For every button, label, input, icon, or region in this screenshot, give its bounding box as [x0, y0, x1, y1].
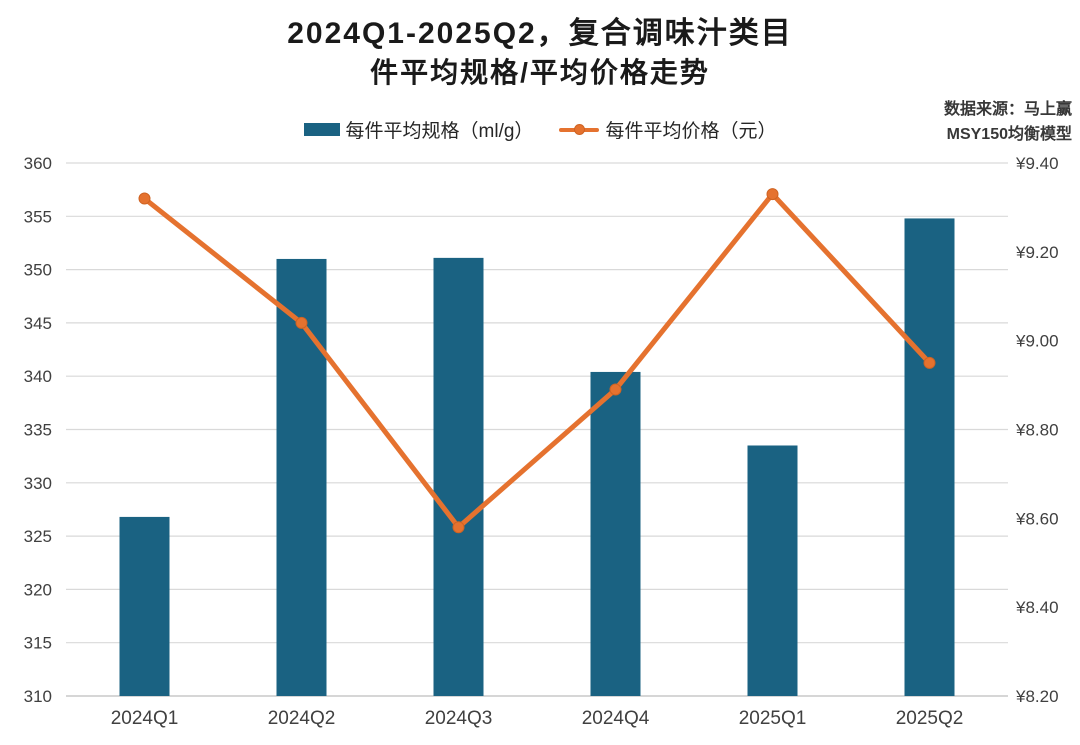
legend-item-price: 每件平均价格（元）: [559, 116, 776, 143]
left-axis-tick-label: 355: [24, 207, 52, 226]
price-marker-2024Q2: [295, 316, 308, 329]
right-axis-tick-label: ¥9.20: [1015, 243, 1059, 262]
legend-label-price: 每件平均价格（元）: [605, 121, 777, 142]
price-marker-2024Q1: [138, 192, 151, 205]
bar-2025Q1: [747, 445, 798, 696]
left-axis-tick-label: 350: [24, 261, 52, 280]
x-axis-label-2024Q3: 2024Q3: [425, 708, 493, 729]
legend-label-spec: 每件平均规格（ml/g）: [345, 121, 534, 142]
x-axis-label-2024Q1: 2024Q1: [111, 708, 179, 729]
price-marker-2024Q3: [452, 521, 465, 534]
data-source-line1: 数据来源：马上赢: [943, 101, 1072, 118]
price-line: [142, 191, 932, 530]
chart-legend: 每件平均规格（ml/g） 每件平均价格（元）: [0, 116, 1080, 143]
right-axis-tick-label: ¥8.60: [1015, 509, 1059, 528]
left-axis-tick-label: 325: [24, 527, 52, 546]
x-axis-label-2024Q4: 2024Q4: [582, 708, 650, 729]
bar-2025Q2: [904, 218, 955, 696]
data-source-line2: MSY150均衡模型: [946, 126, 1072, 143]
chart-title-line1: 2024Q1-2025Q2，复合调味汁类目: [287, 17, 793, 50]
chart-title-line2: 件平均规格/平均价格走势: [370, 57, 710, 88]
data-source-note: 数据来源：马上赢 MSY150均衡模型: [944, 97, 1072, 147]
left-axis-tick-label: 310: [24, 687, 52, 706]
bar-swatch-icon: [303, 123, 340, 136]
left-axis-tick-label: 335: [24, 421, 52, 440]
line-marker-swatch-icon: [559, 123, 600, 136]
left-axis-tick-label: 360: [24, 154, 52, 173]
price-marker-2025Q2: [923, 356, 936, 369]
bar-2024Q2: [276, 258, 327, 696]
right-axis-tick-label: ¥9.00: [1015, 332, 1059, 351]
left-axis-tick-label: 345: [24, 314, 52, 333]
bar-2024Q4: [590, 371, 641, 696]
x-axis-label-2025Q1: 2025Q1: [739, 708, 807, 729]
right-axis-tick-label: ¥9.40: [1015, 154, 1059, 173]
left-axis-tick-label: 320: [24, 580, 52, 599]
chart-title: 2024Q1-2025Q2，复合调味汁类目 件平均规格/平均价格走势: [0, 14, 1080, 92]
x-axis-label-2024Q2: 2024Q2: [268, 708, 336, 729]
left-axis-tick-label: 330: [24, 474, 52, 493]
right-axis-tick-label: ¥8.80: [1015, 421, 1059, 440]
legend-item-spec: 每件平均规格（ml/g）: [303, 116, 534, 143]
bar-2024Q3: [433, 257, 484, 696]
left-axis-tick-label: 340: [24, 367, 52, 386]
left-axis-tick-label: 315: [24, 634, 52, 653]
x-axis-label-2025Q2: 2025Q2: [896, 708, 964, 729]
price-marker-2024Q4: [609, 383, 622, 396]
price-marker-2025Q1: [766, 188, 779, 201]
right-axis-tick-label: ¥8.40: [1015, 598, 1059, 617]
bar-2024Q1: [119, 516, 170, 696]
right-axis-tick-label: ¥8.20: [1015, 687, 1059, 706]
